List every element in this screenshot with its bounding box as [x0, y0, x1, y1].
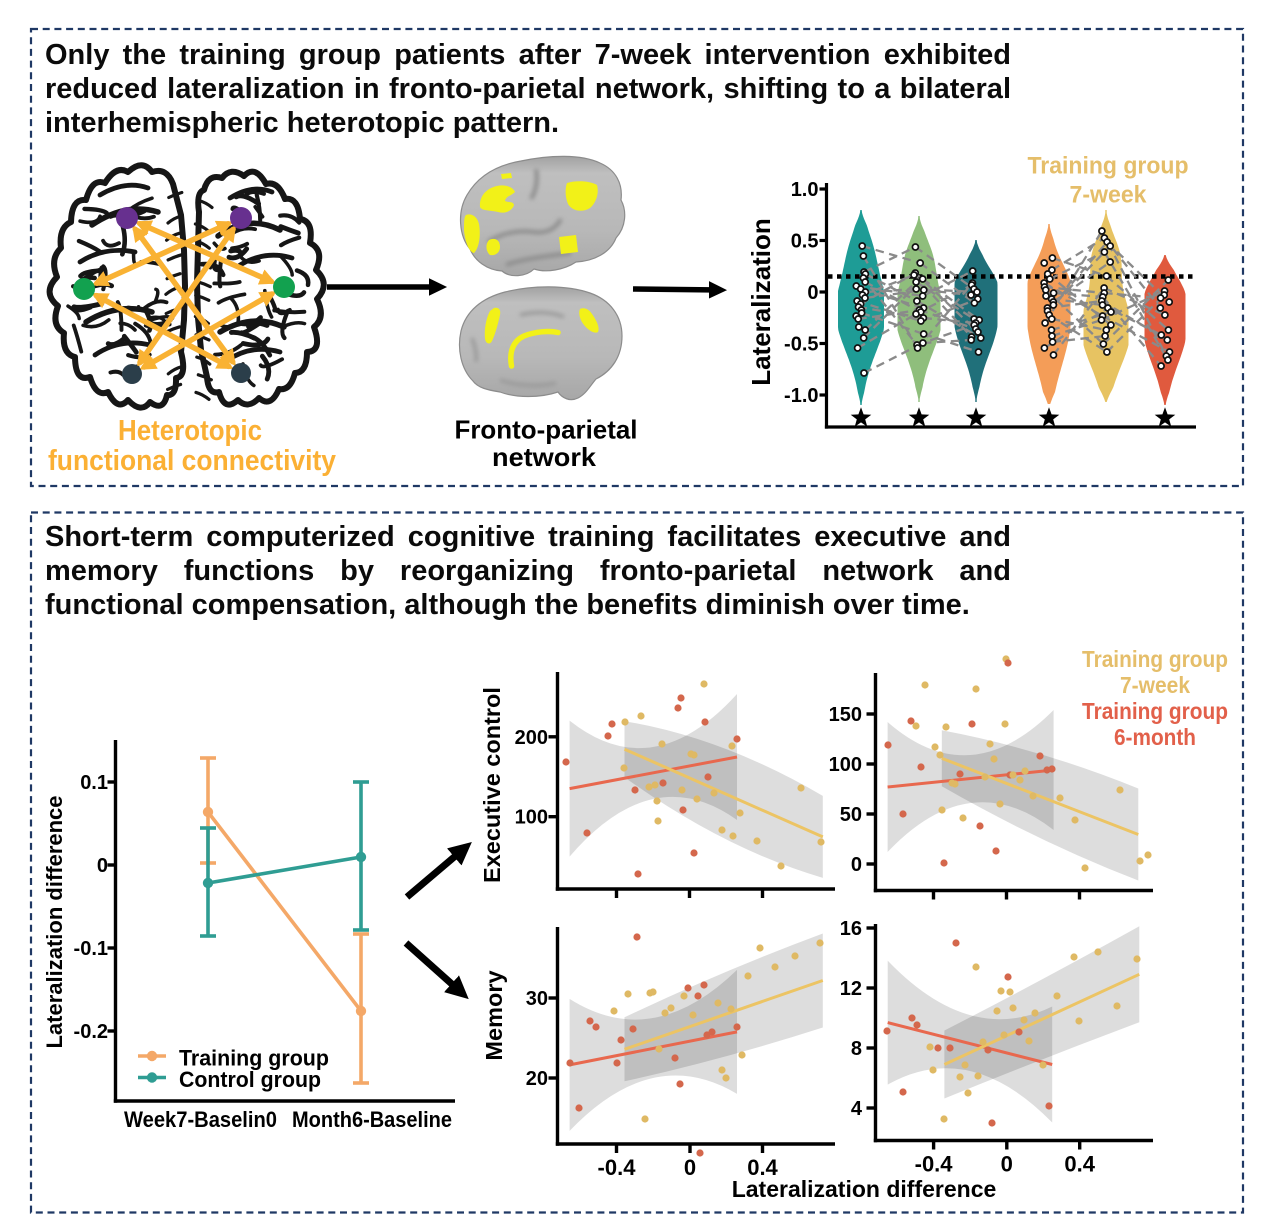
svg-text:100: 100	[829, 754, 862, 776]
svg-text:Training group: Training group	[1082, 698, 1228, 724]
svg-text:Control group: Control group	[179, 1067, 321, 1092]
svg-text:1.0: 1.0	[791, 179, 819, 201]
svg-text:Lateralization difference: Lateralization difference	[732, 1176, 997, 1202]
svg-text:Training group: Training group	[1082, 646, 1228, 672]
svg-text:0: 0	[1001, 1152, 1013, 1177]
svg-text:Lateralization difference: Lateralization difference	[42, 795, 67, 1048]
svg-text:0.4: 0.4	[1064, 1152, 1095, 1177]
svg-text:Fronto-parietal: Fronto-parietal	[455, 415, 638, 445]
svg-text:network: network	[492, 442, 597, 472]
svg-text:-1.0: -1.0	[784, 385, 818, 407]
svg-text:50: 50	[840, 804, 862, 826]
svg-text:200: 200	[515, 727, 548, 749]
svg-text:-0.1: -0.1	[74, 938, 108, 960]
svg-text:7-week: 7-week	[1120, 672, 1190, 698]
svg-text:Training group: Training group	[1028, 153, 1189, 180]
svg-text:-0.4: -0.4	[915, 1152, 954, 1177]
svg-text:0.5: 0.5	[791, 231, 819, 253]
svg-text:Month6-Baseline: Month6-Baseline	[292, 1107, 452, 1132]
svg-text:0.4: 0.4	[747, 1155, 778, 1180]
svg-text:20: 20	[526, 1068, 548, 1090]
svg-text:7-week: 7-week	[1070, 182, 1148, 209]
svg-text:Training group: Training group	[179, 1046, 329, 1071]
svg-text:Heterotopic: Heterotopic	[118, 415, 262, 447]
svg-text:Lateralization: Lateralization	[746, 218, 776, 386]
svg-text:-0.4: -0.4	[598, 1155, 637, 1180]
svg-text:Memory: Memory	[481, 970, 507, 1060]
svg-text:6-month: 6-month	[1114, 724, 1196, 750]
svg-text:functional connectivity: functional connectivity	[48, 445, 336, 477]
svg-text:0: 0	[851, 854, 862, 876]
svg-text:-0.5: -0.5	[784, 334, 818, 356]
svg-text:8: 8	[851, 1038, 862, 1060]
svg-text:100: 100	[515, 807, 548, 829]
svg-text:0: 0	[684, 1155, 696, 1180]
svg-text:12: 12	[840, 978, 862, 1000]
svg-text:0: 0	[807, 282, 818, 304]
svg-text:0.1: 0.1	[80, 772, 108, 794]
svg-text:30: 30	[526, 988, 548, 1010]
svg-text:150: 150	[829, 704, 862, 726]
svg-text:Executive control: Executive control	[479, 687, 505, 883]
svg-text:16: 16	[840, 918, 862, 940]
svg-text:0: 0	[97, 855, 108, 877]
svg-text:-0.2: -0.2	[74, 1021, 108, 1043]
svg-text:4: 4	[851, 1098, 863, 1120]
svg-text:Week7-Baselin0: Week7-Baselin0	[124, 1107, 277, 1132]
